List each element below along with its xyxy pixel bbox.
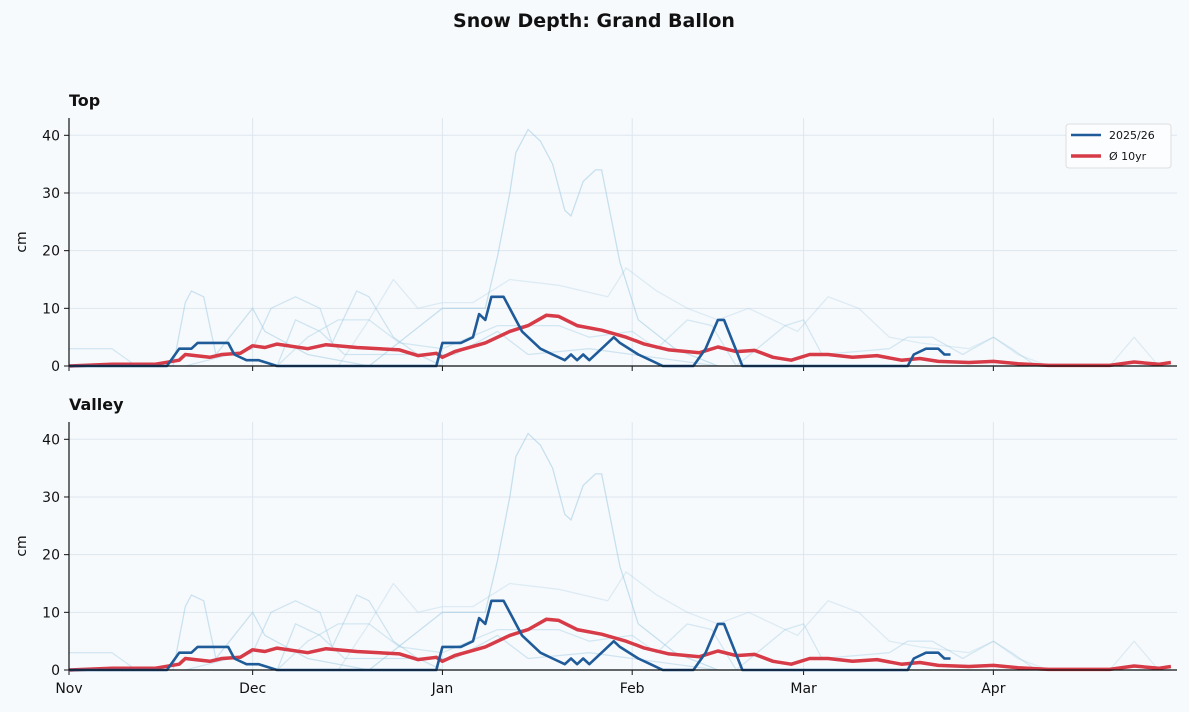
y-tick-label: 40 <box>42 128 60 144</box>
current-season-line <box>69 295 951 368</box>
x-tick-label: Jan <box>431 681 454 697</box>
history-season-line <box>276 623 718 671</box>
y-tick-label: 10 <box>42 301 60 317</box>
figure-title: Snow Depth: Grand Ballon <box>453 10 735 32</box>
x-tick-label: Dec <box>239 681 266 697</box>
y-axis-label: cm <box>14 231 30 252</box>
current-season-line <box>69 599 951 672</box>
history-season-line <box>337 571 1160 671</box>
x-tick-label: Mar <box>790 681 817 697</box>
x-tick-label: Nov <box>55 681 82 697</box>
x-tick-label: Feb <box>620 681 645 697</box>
history-season-line <box>276 319 718 367</box>
y-axis-label: cm <box>14 535 30 556</box>
x-tick-label: Apr <box>981 681 1005 697</box>
history-season-line <box>185 594 443 671</box>
legend: 2025/26 Ø 10yr <box>1065 123 1172 169</box>
panel-top: Top cm 0 10 20 30 40 2025/26 Ø 10yr <box>14 91 1177 375</box>
legend-label: Ø 10yr <box>1109 150 1147 163</box>
y-tick-label: 40 <box>42 432 60 448</box>
average-10yr-line <box>68 617 1172 672</box>
history-season-line <box>185 290 443 367</box>
panel-title: Valley <box>69 395 124 414</box>
y-tick-label: 30 <box>42 186 60 202</box>
y-tick-label: 30 <box>42 490 60 506</box>
y-tick-label: 0 <box>51 359 60 375</box>
panel-valley: Valley cm 0 10 20 30 40 Nov Dec Jan Feb Mar Apr <box>14 395 1177 697</box>
y-tick-label: 10 <box>42 605 60 621</box>
panel-title: Top <box>69 91 100 110</box>
history-season-line <box>337 267 1160 367</box>
average-10yr-line <box>68 313 1172 368</box>
history-season-line <box>69 432 1171 671</box>
legend-label: 2025/26 <box>1109 129 1155 142</box>
y-tick-label: 20 <box>42 548 60 564</box>
y-tick-label: 20 <box>42 244 60 260</box>
y-tick-label: 0 <box>51 663 60 679</box>
history-season-line <box>69 128 1171 367</box>
